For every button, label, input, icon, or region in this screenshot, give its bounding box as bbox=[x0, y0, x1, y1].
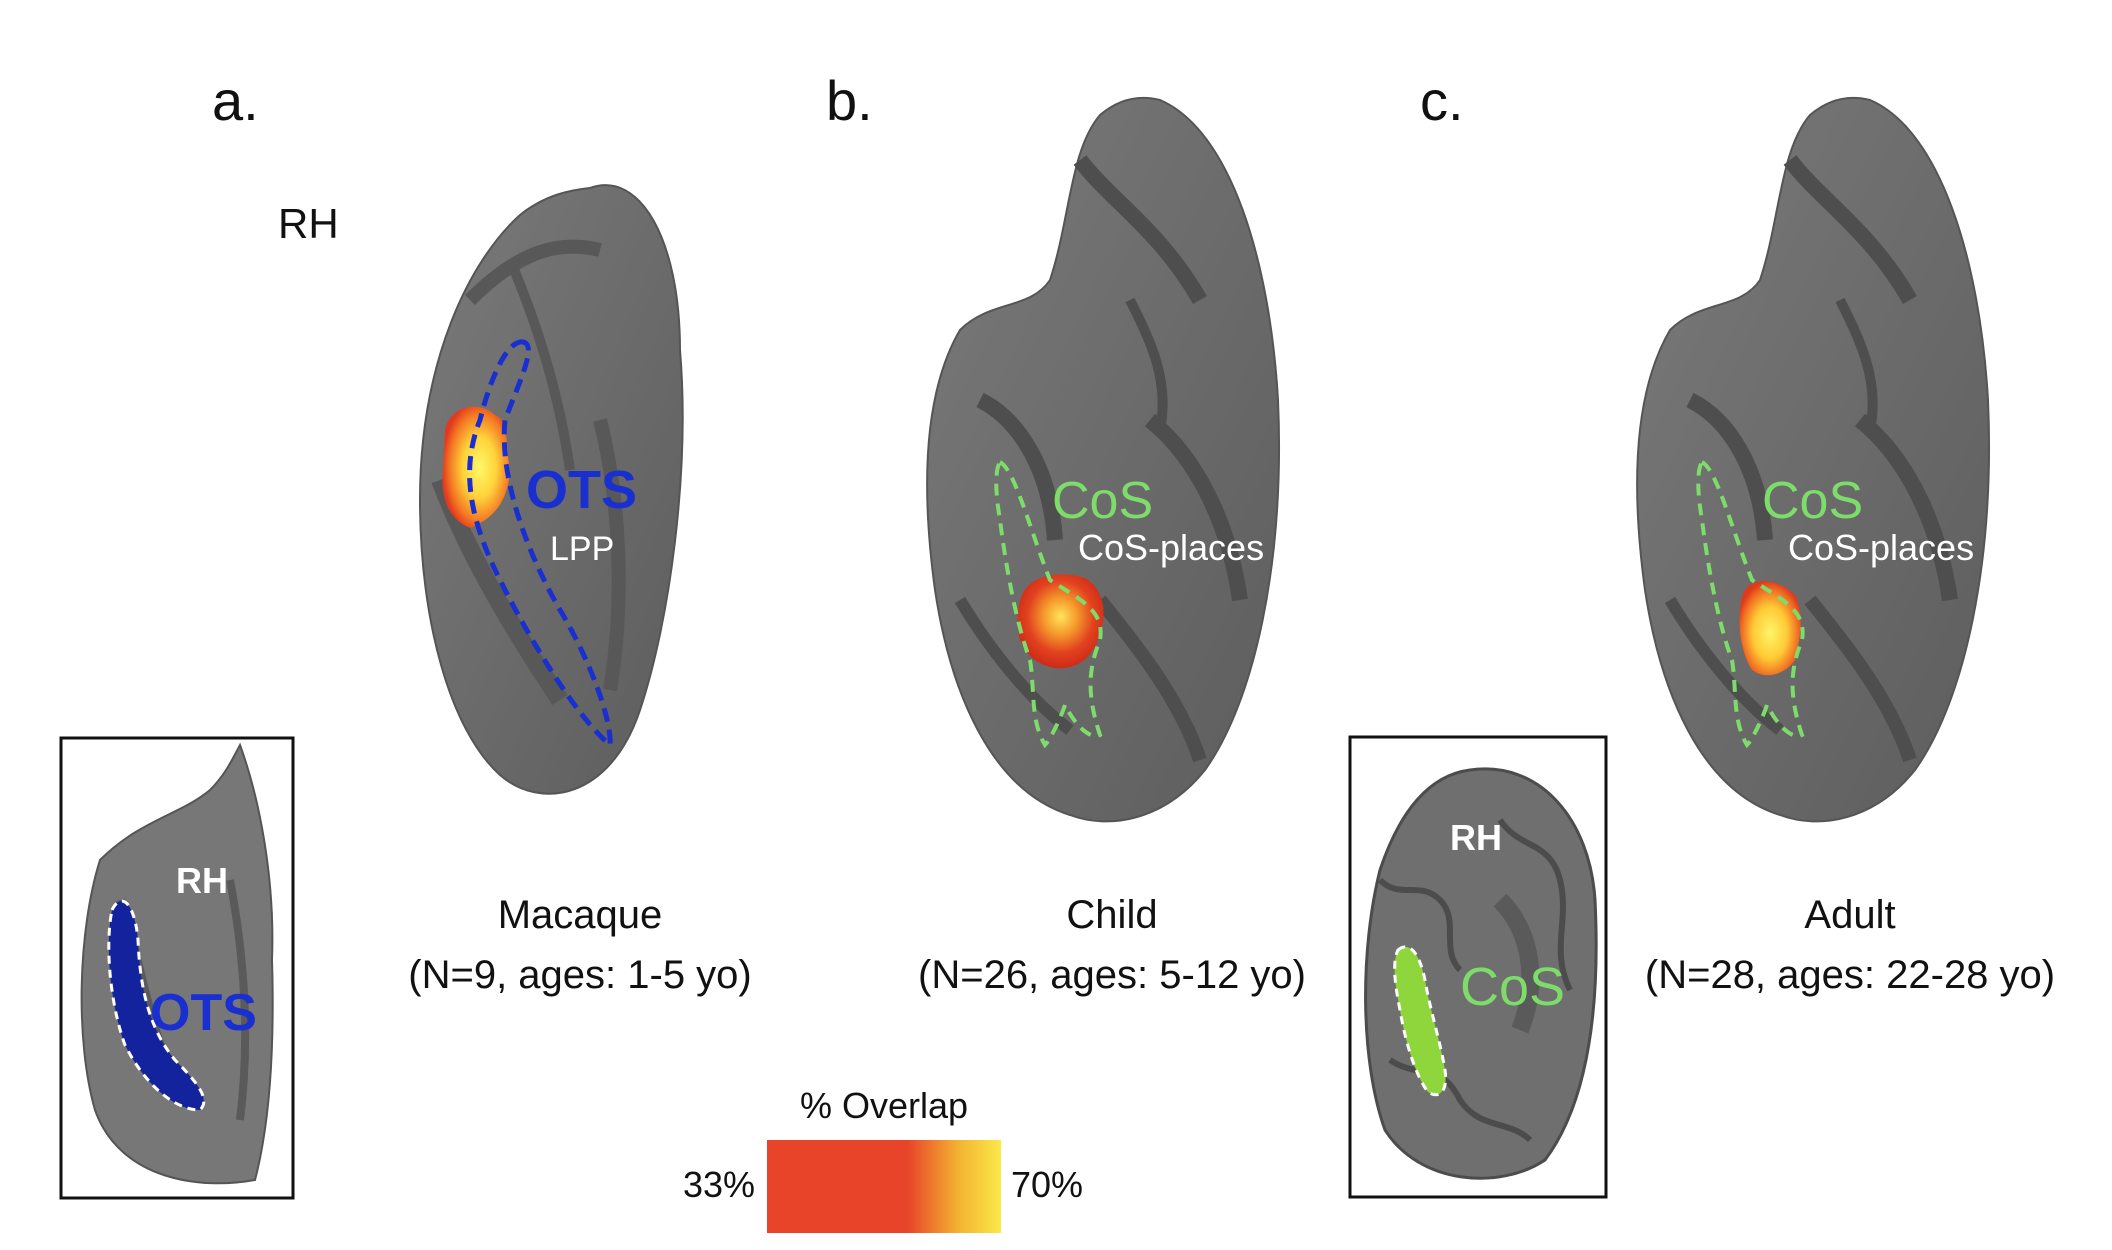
macaque-species-label: Macaque bbox=[498, 893, 663, 937]
inset-a-ots-label: OTS bbox=[150, 984, 257, 1042]
colorbar-gradient bbox=[767, 1140, 1001, 1233]
inset-c-cos-region bbox=[1393, 945, 1448, 1097]
adult-overlap-blob bbox=[1739, 580, 1801, 676]
colorbar: % Overlap 33% 70% bbox=[683, 1085, 1083, 1233]
adult-brain: CoS CoS-places bbox=[1636, 96, 1991, 823]
panel-c-letter: c. bbox=[1420, 69, 1464, 132]
colorbar-max-label: 70% bbox=[1011, 1164, 1083, 1205]
panel-c: c. CoS CoS-places Adult (N=28, ages: 22-… bbox=[1348, 69, 2055, 1199]
cos-places-label-adult: CoS-places bbox=[1788, 527, 1974, 568]
child-cohort-label: (N=26, ages: 5-12 yo) bbox=[918, 953, 1306, 997]
macaque-cohort-label: (N=9, ages: 1-5 yo) bbox=[408, 953, 752, 997]
inset-a: RH OTS bbox=[59, 736, 295, 1200]
cos-places-label-child: CoS-places bbox=[1078, 527, 1264, 568]
colorbar-title: % Overlap bbox=[800, 1085, 968, 1126]
inset-c-cos-label: CoS bbox=[1460, 957, 1565, 1017]
ots-outline bbox=[467, 339, 613, 751]
child-overlap-blob bbox=[1017, 574, 1104, 669]
ots-label: OTS bbox=[526, 460, 637, 520]
inset-c-hemisphere-label: RH bbox=[1450, 817, 1502, 858]
child-brain: CoS CoS-places bbox=[926, 96, 1281, 823]
adult-cohort-label: (N=28, ages: 22-28 yo) bbox=[1645, 953, 2055, 997]
panel-b-letter: b. bbox=[826, 69, 873, 132]
macaque-brain: OTS LPP bbox=[418, 184, 684, 795]
panel-b: b. CoS CoS-places Child (N=26, ages: 5-1… bbox=[826, 69, 1306, 997]
colorbar-min-label: 33% bbox=[683, 1164, 755, 1205]
cos-outline-adult bbox=[1696, 459, 1805, 749]
panel-a-hemisphere-label: RH bbox=[278, 200, 339, 247]
cos-label-adult: CoS bbox=[1762, 472, 1863, 530]
inset-a-ots-region bbox=[107, 899, 206, 1112]
lpp-label: LPP bbox=[550, 530, 614, 568]
macaque-overlap-blob bbox=[442, 406, 510, 528]
panel-a-letter: a. bbox=[212, 69, 259, 132]
adult-species-label: Adult bbox=[1804, 893, 1895, 937]
cos-outline-child bbox=[994, 459, 1103, 749]
inset-a-hemisphere-label: RH bbox=[176, 860, 228, 901]
child-species-label: Child bbox=[1066, 893, 1157, 937]
inset-c: RH CoS bbox=[1348, 735, 1608, 1199]
cos-label-child: CoS bbox=[1052, 472, 1153, 530]
panel-a: a. RH OTS LPP Macaque (N=9, ages: 1-5 yo… bbox=[59, 69, 752, 1200]
